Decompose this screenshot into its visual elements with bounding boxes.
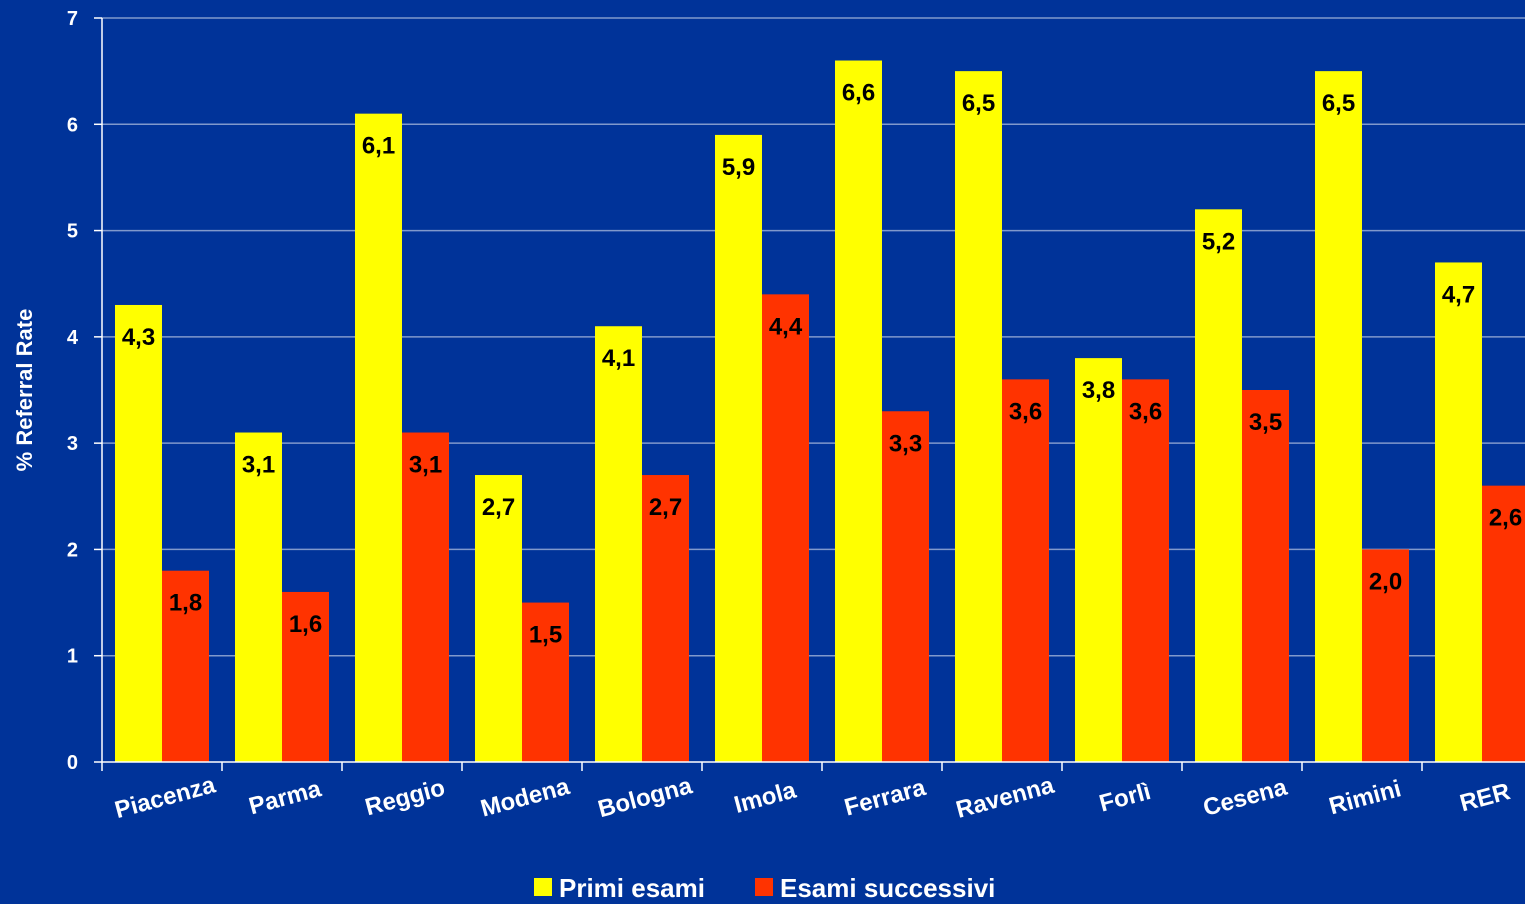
data-label: 1,8	[169, 590, 202, 617]
data-label: 4,1	[602, 345, 635, 372]
bar-esami-successivi	[642, 475, 689, 762]
category-label: Forlì	[1096, 778, 1153, 818]
category-label: RER	[1457, 778, 1513, 817]
category-label: Piacenza	[112, 771, 219, 824]
legend-label: Esami successivi	[780, 873, 995, 903]
bar-esami-successivi	[882, 411, 929, 762]
bar-primi-esami	[595, 326, 642, 762]
category-label: Imola	[731, 776, 799, 818]
bar-primi-esami	[1075, 358, 1122, 762]
data-label: 5,2	[1202, 228, 1235, 255]
data-label: 6,5	[962, 90, 995, 117]
bar-esami-successivi	[402, 432, 449, 762]
y-tick-labels: 0 1 2 3 4 5 6 7	[67, 8, 79, 774]
bar-esami-successivi	[762, 294, 809, 762]
bar-esami-successivi	[1242, 390, 1289, 762]
category-label: Rimini	[1326, 775, 1404, 820]
bar-primi-esami	[835, 60, 882, 763]
data-label: 1,5	[529, 622, 562, 649]
bar-primi-esami	[715, 134, 762, 762]
bar-esami-successivi	[1122, 379, 1169, 762]
category-label: Cesena	[1200, 773, 1290, 821]
bar-esami-successivi	[1362, 549, 1409, 762]
y-tick-label: 5	[67, 221, 78, 243]
bar-esami-successivi	[162, 570, 209, 762]
category-label: Bologna	[595, 772, 695, 823]
data-label: 2,0	[1369, 568, 1402, 595]
legend-swatch	[755, 878, 773, 896]
bar-primi-esami	[115, 304, 162, 762]
legend: Primi esami Esami successivi	[534, 873, 995, 903]
bar-esami-successivi	[282, 591, 329, 762]
axes	[94, 17, 1525, 771]
y-tick-label: 1	[67, 646, 78, 668]
bar-primi-esami	[1315, 71, 1362, 762]
data-label: 6,1	[362, 133, 395, 160]
y-tick-label: 7	[67, 8, 78, 30]
bar-primi-esami	[355, 113, 402, 762]
y-tick-label: 3	[67, 433, 78, 455]
bar-primi-esami	[475, 475, 522, 762]
legend-label: Primi esami	[559, 873, 705, 903]
bar-primi-esami	[1435, 262, 1482, 762]
y-axis-title: % Referral Rate	[12, 309, 37, 472]
bar-esami-successivi	[1482, 485, 1525, 762]
data-label: 1,6	[289, 611, 322, 638]
category-label: Ferrara	[842, 774, 930, 822]
data-labels: 4,3 1,8 3,1 1,6 6,1 3,1 2,7 1,5 4,1 2,7 5,9 4,4 6,6 3…	[122, 80, 1522, 649]
bar-esami-successivi	[522, 602, 569, 762]
data-label: 2,6	[1489, 505, 1522, 532]
data-label: 6,5	[1322, 90, 1355, 117]
category-label: Reggio	[362, 774, 448, 821]
y-tick-label: 6	[67, 114, 78, 136]
data-label: 4,7	[1442, 281, 1475, 308]
bar-primi-esami	[235, 432, 282, 762]
y-tick-label: 0	[67, 752, 78, 774]
category-label: Modena	[478, 773, 573, 823]
data-label: 2,7	[649, 494, 682, 521]
y-tick-label: 2	[67, 539, 78, 561]
category-label: Parma	[246, 775, 325, 820]
category-label: Ravenna	[953, 772, 1057, 824]
data-label: 2,7	[482, 494, 515, 521]
data-label: 3,3	[889, 430, 922, 457]
category-labels: Piacenza Parma Reggio Modena Bologna Imola Fer…	[112, 771, 1513, 824]
data-label: 4,3	[122, 324, 155, 351]
data-label: 5,9	[722, 154, 755, 181]
data-label: 3,6	[1129, 398, 1162, 425]
gridlines	[102, 17, 1525, 657]
data-label: 3,1	[242, 452, 275, 479]
data-label: 3,8	[1082, 377, 1115, 404]
y-tick-label: 4	[67, 327, 79, 349]
legend-swatch	[534, 878, 552, 896]
data-label: 3,5	[1249, 409, 1282, 436]
bar-primi-esami	[955, 71, 1002, 762]
bar-primi-esami	[1195, 209, 1242, 763]
bars	[115, 60, 1525, 763]
data-label: 4,4	[769, 313, 803, 340]
data-label: 6,6	[842, 80, 875, 107]
data-label: 3,1	[409, 452, 442, 479]
data-label: 3,6	[1009, 398, 1042, 425]
bar-esami-successivi	[1002, 379, 1049, 762]
